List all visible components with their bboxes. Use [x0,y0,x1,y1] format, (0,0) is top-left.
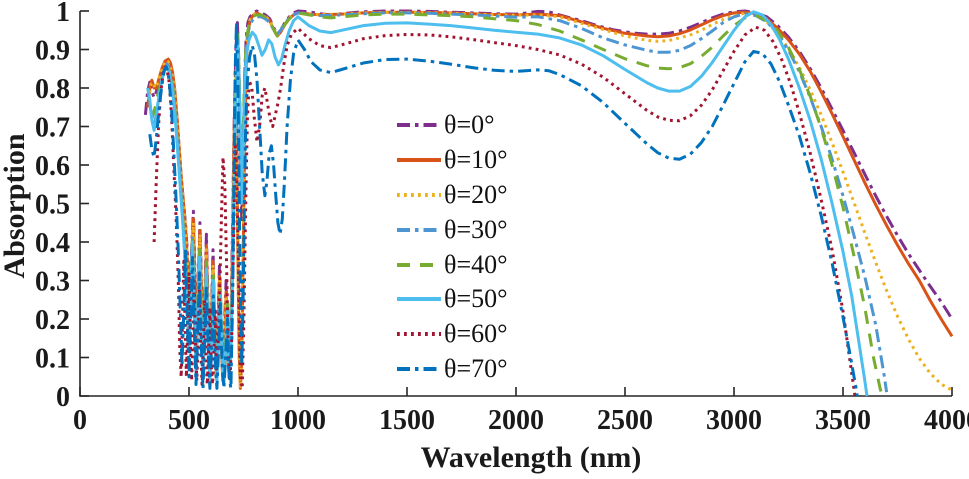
legend: θ=0° θ=10° θ=20° θ=30° θ=40° θ=50° θ=60° θ=70° [397,108,508,386]
y-tick-label: 0.4 [35,228,70,259]
x-axis-label: Wavelength (nm) [420,441,642,474]
legend-label: θ=70° [444,353,508,383]
legend-item: θ=40° [397,247,508,282]
y-tick-label: 0.5 [35,190,70,221]
legend-swatch [397,192,441,197]
legend-swatch [397,262,441,267]
legend-label: θ=30° [444,214,508,244]
series-line [150,11,884,397]
legend-swatch [397,158,441,163]
x-tick-label: 2000 [488,405,544,436]
legend-label: θ=50° [444,284,508,314]
x-tick-label: 500 [168,405,210,436]
x-tick-label: 0 [73,405,87,436]
legend-swatch [397,297,441,302]
legend-swatch [397,227,441,232]
legend-label: θ=40° [444,249,508,279]
y-tick-label: 0.1 [35,344,70,375]
series-line [148,21,859,397]
legend-swatch [397,123,441,128]
legend-swatch [397,332,441,337]
legend-label: θ=10° [444,145,508,175]
y-tick-label: 1 [56,0,70,28]
legend-item: θ=70° [397,352,508,387]
legend-item: θ=20° [397,178,508,213]
legend-item: θ=50° [397,282,508,317]
legend-label: θ=20° [444,179,508,209]
y-tick-label: 0.2 [35,305,70,336]
y-tick-label: 0.3 [35,267,70,298]
legend-swatch [397,366,441,371]
legend-item: θ=30° [397,212,508,247]
series-line [152,25,857,397]
y-tick-label: 0.8 [35,74,70,105]
legend-label: θ=0° [444,110,495,140]
x-tick-label: 1000 [270,405,326,436]
x-tick-label: 1500 [379,405,435,436]
x-tick-label: 3000 [706,405,762,436]
y-tick-label: 0.9 [35,36,70,67]
x-tick-label: 3500 [815,405,871,436]
y-tick-label: 0.6 [35,151,70,182]
legend-item: θ=10° [397,143,508,178]
legend-label: θ=60° [444,319,508,349]
y-tick-label: 0 [56,382,70,413]
y-axis-label: Absorption [0,133,31,279]
legend-item: θ=0° [397,108,508,143]
legend-item: θ=60° [397,317,508,352]
y-tick-label: 0.7 [35,113,70,144]
x-tick-label: 2500 [597,405,653,436]
